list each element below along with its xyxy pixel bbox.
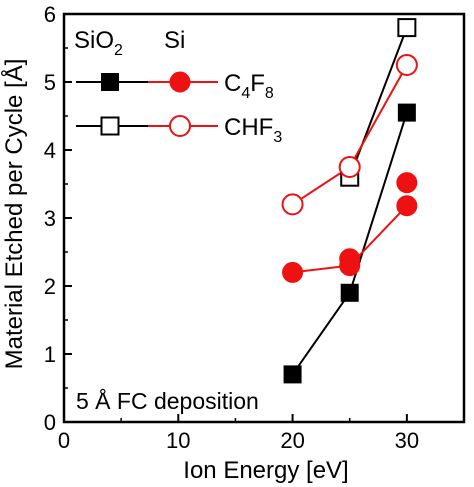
legend-header: Si xyxy=(164,27,185,54)
annotation-fc-deposition: 5 Å FC deposition xyxy=(76,387,259,414)
x-tick-label: 0 xyxy=(58,428,70,453)
y-tick-label: 4 xyxy=(44,138,56,163)
data-point-sio2-chf3 xyxy=(397,18,417,38)
data-point-si-c4f8 xyxy=(396,195,418,217)
y-tick-label: 3 xyxy=(44,206,56,231)
legend-marker-sio2 xyxy=(100,116,120,136)
data-point-sio2-c4f8 xyxy=(397,103,416,122)
y-tick-label: 0 xyxy=(44,410,56,435)
data-point-si-c4f8 xyxy=(339,248,361,270)
legend-marker-si xyxy=(169,115,191,137)
y-tick-label: 2 xyxy=(44,274,56,299)
legend-header: SiO2 xyxy=(74,27,123,59)
data-point-sio2-c4f8 xyxy=(283,365,302,384)
data-point-sio2-c4f8 xyxy=(340,283,359,302)
x-tick-label: 20 xyxy=(280,428,304,453)
x-axis-label: Ion Energy [eV] xyxy=(183,457,348,484)
legend-marker-si xyxy=(169,71,191,93)
x-tick-label: 30 xyxy=(395,428,419,453)
axis-ticks: 0 10 20 30 0 1 2 3 4 5 6 xyxy=(44,2,419,453)
legend-marker-sio2 xyxy=(101,73,119,91)
y-tick-label: 6 xyxy=(44,2,56,27)
y-tick-label: 1 xyxy=(44,342,56,367)
x-tick-label: 10 xyxy=(166,428,190,453)
data-point-si-chf3 xyxy=(281,193,304,216)
series-line-sio2-chf3 xyxy=(348,27,408,178)
data-point-si-chf3 xyxy=(395,54,418,76)
series-points xyxy=(281,18,418,384)
data-point-si-c4f8 xyxy=(282,261,304,283)
legend-label: C4F8 xyxy=(224,70,274,102)
series-lines xyxy=(291,27,408,375)
data-point-si-c4f8 xyxy=(396,172,418,194)
y-axis-label: Material Etched per Cycle [Å] xyxy=(0,59,28,370)
y-tick-label: 5 xyxy=(44,70,56,95)
data-point-si-chf3 xyxy=(338,156,361,178)
series-line-sio2-c4f8 xyxy=(291,112,408,375)
legend-label: CHF3 xyxy=(224,114,282,146)
legend: SiO2 Si C4F8 CHF3 xyxy=(74,27,282,146)
